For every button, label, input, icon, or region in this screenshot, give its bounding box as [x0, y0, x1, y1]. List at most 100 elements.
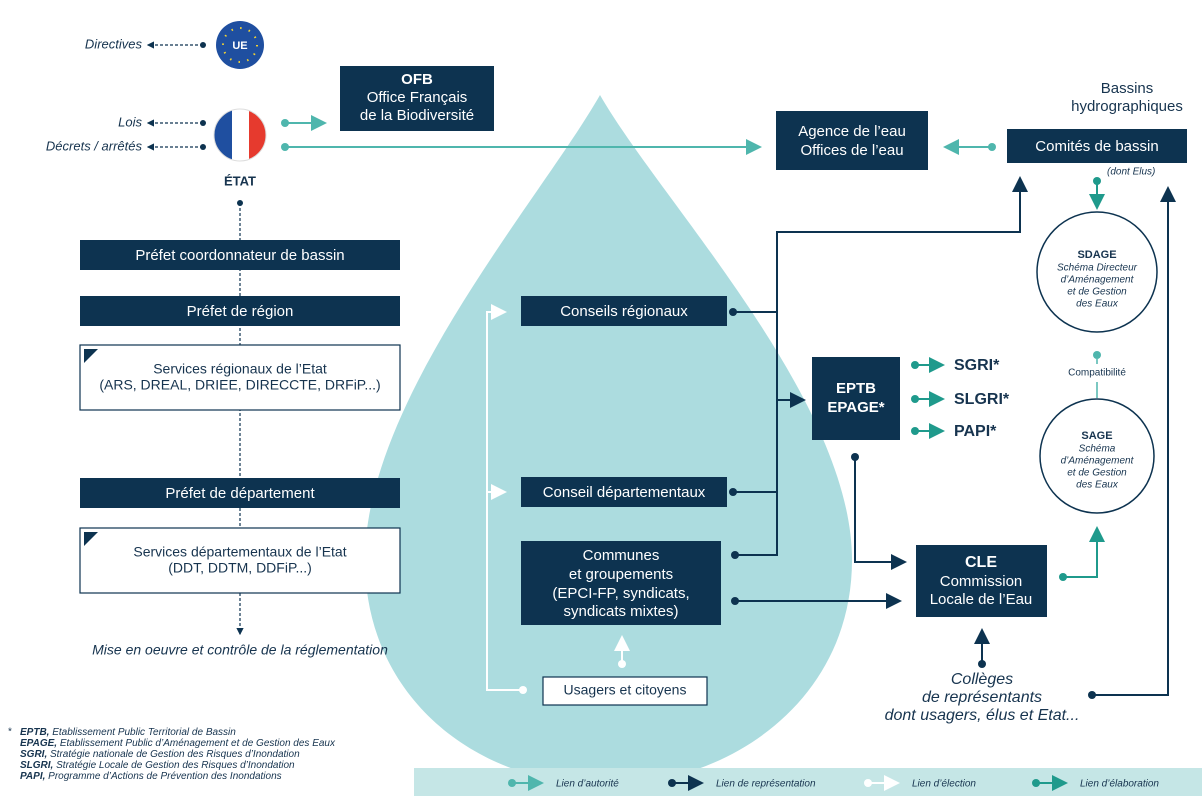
basins-title: hydrographiques [1071, 98, 1183, 115]
dot [1059, 573, 1067, 581]
sage-line: d’Aménagement [1061, 456, 1135, 467]
dot [978, 660, 986, 668]
footnote-text: Stratégie Locale de Gestion des Risques … [56, 760, 295, 771]
dot [911, 361, 919, 369]
agency-box [776, 111, 928, 170]
dot [1093, 177, 1101, 185]
dot [519, 686, 527, 694]
dot [200, 42, 206, 48]
prefect-department-box [80, 478, 400, 508]
dot [200, 120, 206, 126]
plan-label: PAPI* [954, 423, 997, 440]
prefect-basin: Préfet coordonnateur de bassin [135, 247, 344, 264]
rect [232, 109, 249, 161]
corner [84, 349, 98, 363]
regional-services: Services régionaux de l’Etat [153, 361, 327, 377]
dot [1088, 691, 1096, 699]
footnote: PAPI, Programme d’Actions de Prévention … [20, 771, 282, 782]
committees-label: Comités de bassin [1035, 138, 1158, 155]
directives-label: Directives [85, 36, 143, 51]
footnote-term: SGRI, [20, 749, 47, 760]
sdage-line: des Eaux [1076, 299, 1119, 310]
decrees-label: Décrets / arrêtés [46, 138, 143, 153]
department-services-box [79, 527, 401, 594]
dot [281, 119, 289, 127]
cle-line: Locale de l’Eau [930, 591, 1033, 608]
election-link [486, 304, 523, 691]
communes-box [521, 541, 721, 625]
agency-line: Agence de l’eau [798, 123, 906, 140]
footnote-term: EPTB, [20, 727, 49, 738]
basins-title: Bassins [1101, 80, 1154, 97]
legend-band [414, 768, 1202, 796]
dot [911, 427, 919, 435]
sage-acronym: SAGE [1081, 430, 1112, 442]
dot [731, 597, 739, 605]
legend-label: Lien de représentation [716, 779, 816, 790]
state-label: ÉTAT [224, 173, 256, 188]
rect [214, 109, 232, 161]
rect [249, 109, 266, 161]
sdage-line: Schéma Directeur [1057, 263, 1138, 274]
footnote-term: EPAGE, [20, 738, 57, 749]
corner [84, 532, 98, 546]
compatibility: Compatibilité [1068, 368, 1126, 379]
colleges-line: Collèges [951, 671, 1013, 688]
legend-label: Lien d’autorité [556, 779, 619, 790]
eptb-box [812, 357, 900, 440]
sdage-line: d’Aménagement [1061, 275, 1135, 286]
sdage-line: et de Gestion [1067, 287, 1127, 298]
implementation: Mise en oeuvre et contrôle de la régleme… [92, 642, 388, 658]
dot [1093, 351, 1101, 359]
regional-councils-box [521, 296, 727, 326]
dot [729, 488, 737, 496]
plans: SGRI* SLGRI* PAPI* [911, 357, 1010, 440]
ofb-box [340, 66, 494, 131]
regional-councils: Conseils régionaux [560, 303, 688, 320]
footnote-text: Stratégie nationale de Gestion des Risqu… [50, 749, 300, 760]
regional-services: (ARS, DREAL, DRIEE, DIRECCTE, DRFiP...) [99, 377, 380, 393]
prefect-department: Préfet de département [165, 485, 315, 502]
dot [200, 144, 206, 150]
footnote-text: Etablissement Public Territorial de Bass… [52, 727, 236, 738]
footnote: EPTB, Etablissement Public Territorial d… [20, 727, 236, 738]
colleges-line: de représentants [922, 689, 1042, 706]
department-councils: Conseil départementaux [543, 484, 706, 501]
cle-box [916, 545, 1047, 617]
ofb-line: Office Français [367, 89, 468, 106]
legend-label: Lien d’élaboration [1080, 779, 1159, 790]
dot [729, 308, 737, 316]
dot [988, 143, 996, 151]
agency-line: Offices de l’eau [800, 142, 903, 159]
committees-box [1007, 129, 1187, 163]
sage-line: des Eaux [1076, 480, 1119, 491]
cle-acronym: CLE [965, 554, 997, 571]
eptb-label: EPTB [836, 380, 876, 397]
colleges-line: dont usagers, élus et Etat... [885, 707, 1080, 724]
footnote-marker: * [8, 727, 12, 738]
committees-note: (dont Elus) [1107, 167, 1155, 178]
footnote-text: Programme d’Actions de Prévention des In… [48, 771, 281, 782]
footnotes: * EPTB, Etablissement Public Territorial… [8, 727, 336, 782]
ofb-acronym: OFB [401, 71, 433, 88]
footnote-text: Etablissement Public d’Aménagement et de… [60, 738, 336, 749]
plan-label: SGRI* [954, 357, 1000, 374]
representation-link [1092, 186, 1176, 696]
sage-line: et de Gestion [1067, 468, 1127, 479]
legend: Lien d’autorité Lien de représentation Lie… [508, 775, 1159, 791]
users: Usagers et citoyens [564, 682, 687, 698]
dot [618, 660, 626, 668]
dot [851, 453, 859, 461]
ofb-line: de la Biodiversité [360, 107, 474, 124]
communes-line: (EPCI-FP, syndicats, [552, 585, 689, 602]
legend-label: Lien d’élection [912, 779, 976, 790]
footnote-term: PAPI, [20, 771, 45, 782]
sdage-acronym: SDAGE [1077, 249, 1116, 261]
prefect-region: Préfet de région [187, 303, 294, 320]
department-councils-box [521, 477, 727, 507]
eptb-label: EPAGE* [827, 399, 884, 416]
france-flag [214, 109, 266, 161]
representation-link [733, 178, 1020, 556]
